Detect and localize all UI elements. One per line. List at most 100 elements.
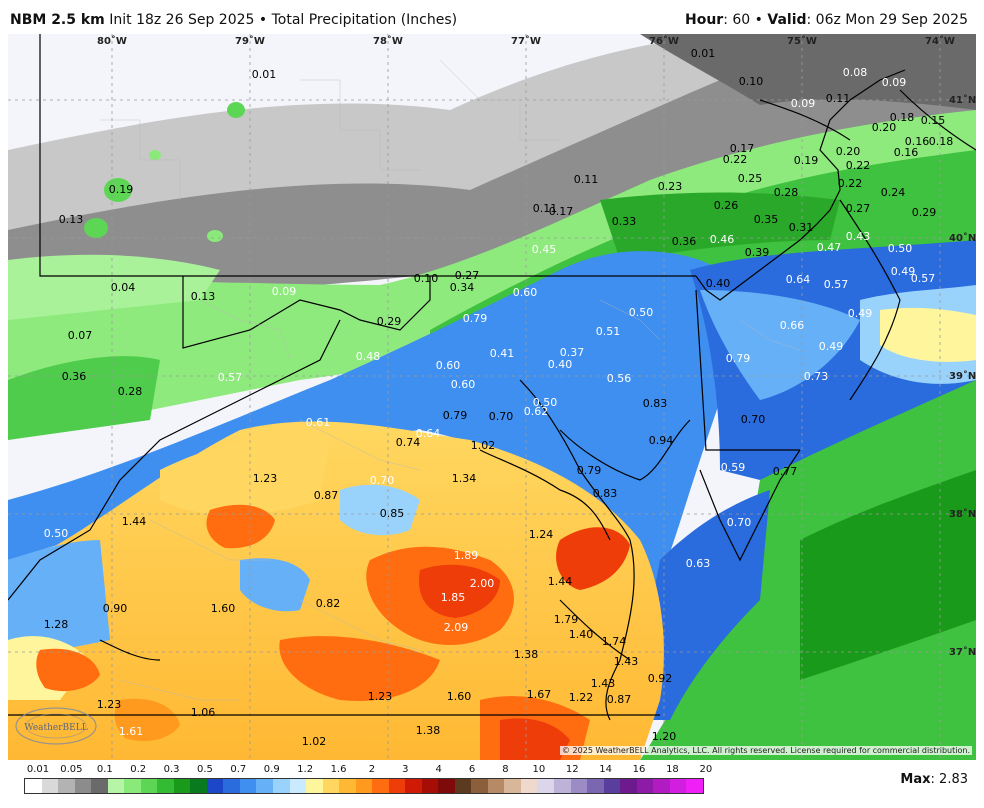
legend-tick-label: 18 bbox=[666, 764, 679, 775]
precip-value-label: 1.44 bbox=[122, 515, 147, 528]
precip-value-label: 0.43 bbox=[846, 230, 871, 243]
title-bullet-2: • bbox=[754, 12, 763, 28]
precip-value-label: 0.49 bbox=[819, 340, 844, 353]
precip-value-label: 0.27 bbox=[846, 202, 871, 215]
product-name: Total Precipitation (Inches) bbox=[271, 12, 458, 28]
precip-value-label: 1.74 bbox=[602, 635, 627, 648]
precip-value-label: 1.20 bbox=[652, 730, 677, 743]
latitude-labels: 41˚N 40˚N 39˚N 38˚N 37˚N bbox=[949, 94, 976, 658]
precip-value-label: 0.77 bbox=[773, 465, 798, 478]
colorbar-swatch bbox=[570, 779, 588, 793]
colorbar-swatch bbox=[124, 779, 141, 793]
precip-value-label: 0.90 bbox=[103, 602, 128, 615]
lon-label: 80˚W bbox=[97, 35, 127, 47]
precip-value-label: 1.43 bbox=[614, 655, 639, 668]
colorbar-swatch bbox=[206, 779, 224, 793]
precip-value-label: 1.23 bbox=[368, 690, 393, 703]
colorbar-swatch bbox=[504, 779, 521, 793]
colorbar-swatch bbox=[41, 779, 59, 793]
legend-tick-label: 4 bbox=[435, 764, 442, 775]
precip-value-label: 0.50 bbox=[888, 242, 913, 255]
precip-value-label: 0.56 bbox=[607, 372, 632, 385]
precip-value-label: 0.34 bbox=[450, 281, 475, 294]
lon-label: 74˚W bbox=[925, 35, 955, 47]
precip-value-label: 0.64 bbox=[786, 273, 811, 286]
precip-value-label: 0.13 bbox=[191, 290, 216, 303]
precip-value-label: 0.25 bbox=[738, 172, 763, 185]
copyright-notice: © 2025 WeatherBELL Analytics, LLC. All r… bbox=[560, 746, 972, 755]
longitude-labels: 80˚W 79˚W 78˚W 77˚W 76˚W 75˚W 74˚W bbox=[97, 35, 955, 47]
colorbar-swatch bbox=[454, 779, 472, 793]
colorbar-swatch bbox=[58, 779, 75, 793]
colorbar-swatch bbox=[355, 779, 373, 793]
precip-value-label: 1.24 bbox=[529, 528, 554, 541]
precip-value-label: 0.11 bbox=[533, 202, 558, 215]
precip-value-label: 0.35 bbox=[754, 213, 779, 226]
lat-label: 39˚N bbox=[949, 370, 976, 382]
legend-tick-label: 14 bbox=[599, 764, 613, 775]
colorbar bbox=[24, 778, 704, 794]
precip-value-label: 1.67 bbox=[527, 688, 552, 701]
precip-value-label: 0.70 bbox=[741, 413, 766, 426]
precip-value-label: 0.79 bbox=[577, 464, 602, 477]
precip-value-label: 0.66 bbox=[780, 319, 805, 332]
precip-value-label: 0.07 bbox=[68, 329, 93, 342]
precip-value-label: 0.49 bbox=[848, 307, 873, 320]
colorbar-swatch bbox=[636, 779, 654, 793]
precip-value-label: 0.50 bbox=[629, 306, 654, 319]
legend-tick-label: 0.1 bbox=[96, 764, 113, 775]
state-borders bbox=[8, 34, 976, 721]
max-number: : 2.83 bbox=[930, 772, 968, 787]
precip-value-label: 1.02 bbox=[471, 439, 496, 452]
precip-value-label: 0.70 bbox=[370, 474, 395, 487]
precip-value-label: 1.34 bbox=[452, 472, 477, 485]
precip-value-label: 0.79 bbox=[726, 352, 751, 365]
precip-value-label: 1.22 bbox=[569, 691, 594, 704]
colorbar-swatch bbox=[140, 779, 158, 793]
hour-value: : 60 bbox=[723, 12, 751, 28]
colorbar-swatch bbox=[25, 779, 42, 793]
precip-value-label: 0.13 bbox=[59, 213, 84, 226]
hour-label: Hour bbox=[685, 12, 724, 28]
precip-value-label: 0.83 bbox=[643, 397, 668, 410]
station-values: 0.01 0.01 0.10 0.08 0.09 0.09 0.11 0.18 0.15 0.20… bbox=[44, 47, 954, 748]
precip-value-label: 0.82 bbox=[316, 597, 341, 610]
colorbar-swatch bbox=[471, 779, 488, 793]
precip-value-label: 0.63 bbox=[686, 557, 711, 570]
precip-value-label: 1.02 bbox=[302, 735, 327, 748]
max-value: Max: 2.83 bbox=[900, 772, 968, 787]
precip-value-label: 0.60 bbox=[451, 378, 476, 391]
colorbar-swatch bbox=[306, 779, 323, 793]
precip-value-label: 0.17 bbox=[730, 142, 755, 155]
precip-value-label: 0.33 bbox=[612, 215, 637, 228]
precip-value-label: 0.51 bbox=[596, 325, 621, 338]
precip-value-label: 0.36 bbox=[672, 235, 697, 248]
precip-value-label: 0.50 bbox=[533, 396, 558, 409]
colorbar-swatch bbox=[157, 779, 174, 793]
precip-value-label: 0.20 bbox=[836, 145, 861, 158]
precip-value-label: 0.61 bbox=[306, 416, 331, 429]
colorbar-swatch bbox=[438, 779, 455, 793]
precip-value-label: 0.04 bbox=[111, 281, 136, 294]
lon-label: 78˚W bbox=[373, 35, 403, 47]
colorbar-swatch bbox=[74, 779, 92, 793]
precip-value-label: 0.41 bbox=[490, 347, 515, 360]
colorbar-swatch bbox=[272, 779, 290, 793]
colorbar-swatch bbox=[603, 779, 621, 793]
legend-tick-label: 3 bbox=[402, 764, 409, 775]
precip-value-label: 1.43 bbox=[591, 677, 616, 690]
precip-value-label: 0.22 bbox=[838, 177, 863, 190]
precip-value-label: 0.48 bbox=[356, 350, 381, 363]
precip-value-label: 0.36 bbox=[62, 370, 87, 383]
model-name: NBM 2.5 km bbox=[10, 12, 105, 28]
precip-value-label: 2.09 bbox=[444, 621, 469, 634]
logo-emblem: WeatherBELL bbox=[15, 707, 97, 745]
colorbar-swatch bbox=[223, 779, 240, 793]
colorbar-swatch bbox=[620, 779, 637, 793]
precip-value-label: 0.70 bbox=[489, 410, 514, 423]
precip-value-label: 2.00 bbox=[470, 577, 495, 590]
precip-value-label: 1.40 bbox=[569, 628, 594, 641]
valid-label: Valid bbox=[767, 12, 807, 28]
precip-value-label: 1.23 bbox=[97, 698, 122, 711]
precip-value-label: 0.18 bbox=[929, 135, 954, 148]
